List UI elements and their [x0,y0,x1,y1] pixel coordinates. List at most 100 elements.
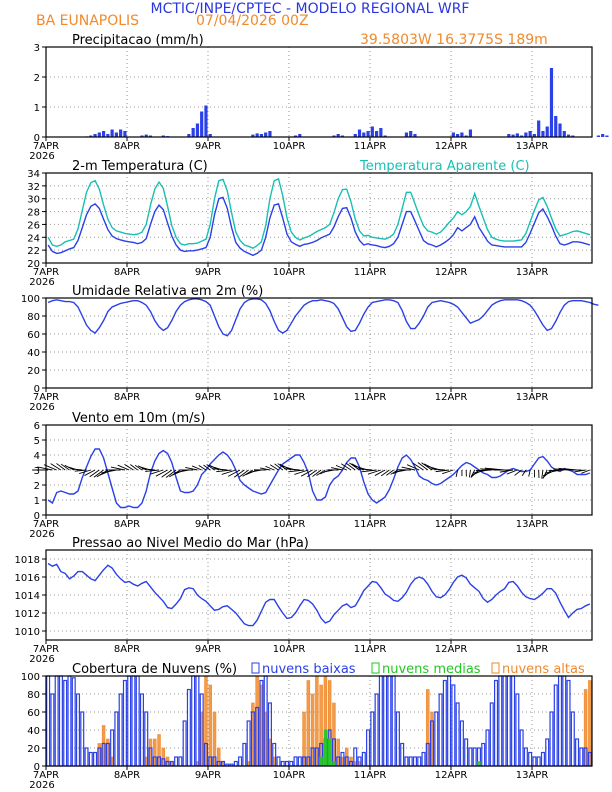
x-year-label: 2026 [29,151,54,162]
precip-bar [293,135,298,137]
wind-arrow [442,469,454,475]
wind-arrow [367,469,381,475]
wind-arrow [191,465,202,471]
y-tick-label: 20 [27,744,40,755]
wind-arrow [331,467,343,471]
precip-bar [413,134,417,137]
pressure-line [47,562,591,627]
precip-bar [97,132,101,137]
precip-bar [144,134,148,137]
y-tick-label: 1016 [15,573,40,584]
wind-arrow [249,469,262,473]
precip-bar [123,131,127,137]
wind-arrow [335,464,347,471]
y-tick-label: 80 [27,690,40,701]
precip-bar [562,131,566,137]
wind-speed-line [47,448,591,509]
x-tick-label: 13APR [516,644,549,655]
wind-arrow [345,462,356,471]
y-tick-label: 26 [27,220,40,231]
precip-bar [195,123,200,137]
precip-bar [456,134,460,137]
precip-bar [298,134,302,137]
x-tick-label: 13APR [516,141,549,152]
wind-arrow [227,469,241,477]
wind-arrow [548,469,565,472]
x-tick-label: 8APR [114,392,140,403]
panel-1: 0 1 2 3 7APR 8APR 9APR 10APR 11APR 12APR 13APR 2026… [29,33,609,162]
wind-arrow [101,469,117,474]
precip-bar [208,134,212,137]
precip-bar [140,135,144,137]
precip-bar [374,131,379,137]
wind-arrow [149,469,164,475]
wind-arrow [169,469,181,478]
precip-bar [558,123,562,137]
precip-bar [541,131,545,137]
precip-bar [554,116,558,137]
panel-6: 0 20 40 60 80 100 7APR 8APR 9APR 10APR 11APR 12APR 1… [21,662,593,791]
x-tick-label: 13APR [516,519,549,530]
wind-arrow [412,462,424,471]
y-tick-label: 34 [27,169,40,180]
x-tick-label: 12APR [435,141,468,152]
precip-bar [601,134,605,137]
precip-bar [259,134,264,137]
wind-arrow [374,469,386,476]
panel-frame [45,46,593,138]
y-tick-label: 60 [27,330,40,341]
y-tick-label: 40 [27,726,40,737]
y-tick-label: 20 [27,366,40,377]
wind-arrow [274,463,284,471]
wind-arrow [294,469,309,475]
y-tick-label: 0 [34,133,40,144]
panel-frame [45,297,593,389]
x-tick-label: 10APR [273,392,306,403]
x-tick-label: 11APR [354,644,387,655]
x-tick-label: 7APR [33,644,59,655]
apparent-temperature-line [47,177,591,249]
wind-arrow [233,469,245,478]
y-tick-label: 1010 [15,627,40,638]
x-tick-label: 10APR [273,770,306,781]
wind-arrow [380,469,390,477]
y-tick-label: 1 [34,103,40,114]
wind-arrow [212,468,228,471]
precip-bar [200,111,204,137]
x-year-label: 2026 [29,402,54,413]
panel-title: Precipitacao (mm/h) [72,33,204,48]
wind-arrow [553,468,569,471]
x-tick-label: 13APR [516,267,549,278]
y-tick-label: 40 [27,348,40,359]
x-tick-label: 11APR [354,770,387,781]
x-year-label: 2026 [29,780,54,791]
cloud-high-bar [306,680,311,767]
x-tick-label: 12APR [435,770,468,781]
wind-arrow [84,469,96,476]
precip-bar [89,135,93,137]
precip-bar [114,132,118,137]
precip-bar [119,129,123,137]
wind-arrow [574,469,586,473]
y-tick-label: 3 [34,43,40,54]
wind-arrow [361,469,377,473]
x-tick-label: 7APR [33,141,59,152]
wind-arrow [514,469,522,476]
wind-arrow [117,464,130,471]
x-tick-label: 8APR [114,267,140,278]
y-tick-label: 1014 [15,591,40,602]
wind-arrow [300,469,313,477]
x-tick-label: 11APR [354,519,387,530]
panel-title: Pressao ao Nivel Medio do Mar (hPa) [72,536,309,551]
precip-bar [566,134,571,137]
wind-arrow [307,469,318,478]
wind-arrow [480,468,497,471]
x-tick-label: 8APR [114,519,140,530]
wind-arrow [134,464,143,471]
precip-bar [357,129,362,137]
wind-arrow [221,469,236,475]
precip-bar [451,132,455,137]
x-tick-label: 12APR [435,519,468,530]
wind-arrow [242,469,254,477]
